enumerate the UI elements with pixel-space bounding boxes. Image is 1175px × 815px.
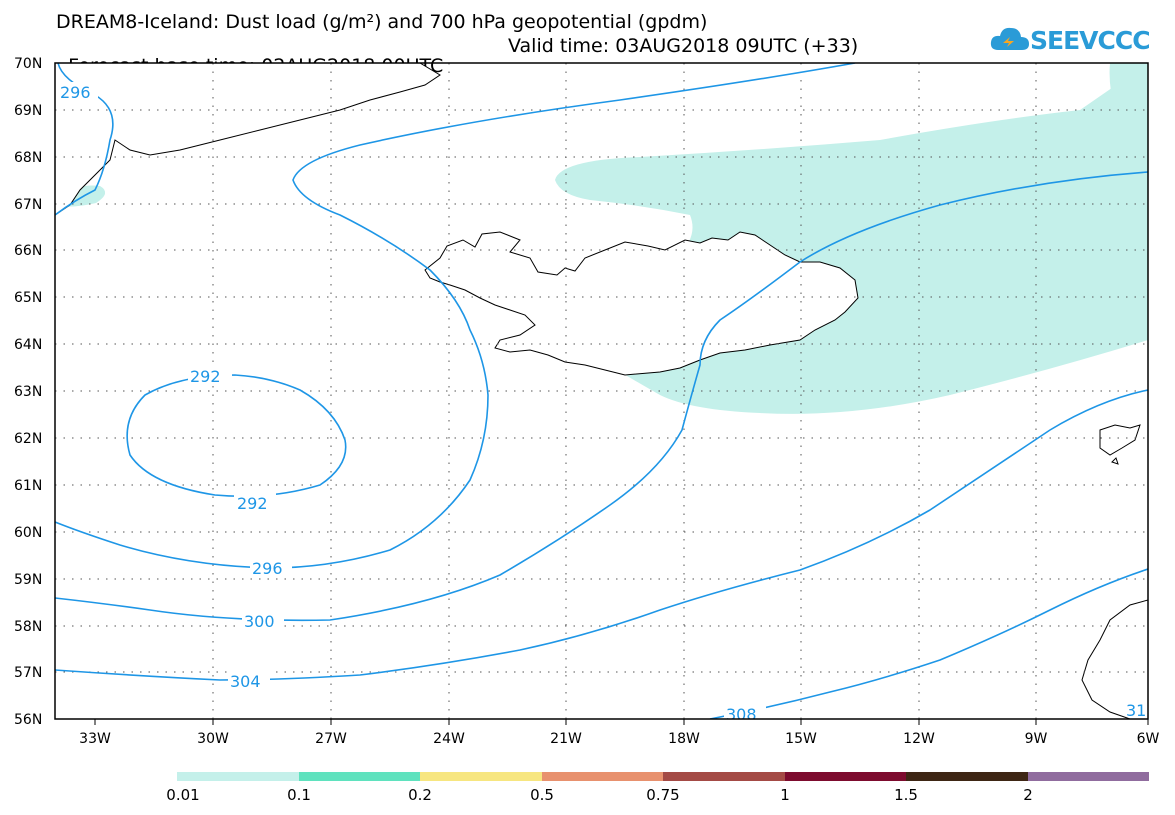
colorbar-label: 0.2 [408,786,432,804]
lon-label: 33W [79,731,111,747]
colorbar-label: 0.1 [287,786,311,804]
map-frame [54,62,1149,720]
contour-label: 300 [244,612,275,631]
lon-label: 27W [315,731,347,747]
contour-label: 31 [1126,701,1146,720]
contour-label: 308 [726,705,757,724]
colorbar-segment [299,772,420,781]
colorbar-segment [663,772,785,781]
lat-label: 64N [14,337,42,353]
contour-292 [126,374,347,498]
lat-label: 61N [14,478,42,494]
lat-label: 57N [14,665,42,681]
latitude-labels: 70N 69N 68N 67N 66N 65N 64N 63N 62N 61N … [14,56,42,728]
gridlines [55,63,1148,719]
lat-label: 63N [14,384,42,400]
colorbar-label: 1.5 [894,786,918,804]
colorbar-segment [785,772,906,781]
lat-label: 60N [14,525,42,541]
greenland-coastline [55,63,441,216]
colorbar-label: 0.75 [646,786,680,804]
lon-label: 18W [668,731,700,747]
contour-label: 296 [60,83,91,102]
colorbar-label: 0.5 [530,786,554,804]
seevccc-logo: SEEVCCC [990,22,1160,58]
contour-label: 292 [237,494,268,513]
small-island [1111,457,1119,465]
faroe-islands [1099,424,1141,456]
scotland-coastline [1081,599,1148,719]
lat-label: 56N [14,712,42,728]
longitude-labels: 33W 30W 27W 24W 21W 18W 15W 12W 9W 6W [79,731,1159,747]
contour-label: 304 [230,672,261,691]
lat-label: 66N [14,243,42,259]
colorbar-segment [420,772,542,781]
contour-label: 292 [190,367,221,386]
valid-time: Valid time: 03AUG2018 09UTC (+33) [508,35,859,57]
colorbar-label: 2 [1023,786,1033,804]
lon-label: 9W [1025,731,1048,747]
colorbar [177,772,1149,781]
colorbar-segment [906,772,1028,781]
map-plot-area: 296 292 292 296 300 304 308 31 [55,63,1148,724]
lat-label: 67N [14,197,42,213]
colorbar-segment [1028,772,1149,781]
lon-label: 12W [903,731,935,747]
lon-label: 6W [1137,731,1160,747]
iceland-coastline [424,231,859,376]
lat-label: 70N [14,56,42,72]
lat-label: 65N [14,290,42,306]
colorbar-segment [542,772,663,781]
logo-text: SEEVCCC [1030,26,1151,55]
tick-marks [94,719,1149,725]
contour-label: 296 [252,559,283,578]
colorbar-label: 1 [780,786,790,804]
lat-label: 68N [14,150,42,166]
colorbar-segment [177,772,299,781]
contour-308 [709,568,1148,719]
lon-label: 30W [197,731,229,747]
contour-labels: 296 292 292 296 300 304 308 31 [58,82,1146,724]
lon-label: 15W [785,731,817,747]
cloud-icon [990,27,1029,50]
lat-label: 58N [14,619,42,635]
lat-label: 59N [14,572,42,588]
colorbar-label: 0.01 [166,786,200,804]
lon-label: 24W [433,731,465,747]
map-title: DREAM8-Iceland: Dust load (g/m²) and 700… [56,11,708,33]
lat-label: 62N [14,431,42,447]
lat-label: 69N [14,103,42,119]
contour-304 [55,389,1148,681]
lon-label: 21W [550,731,582,747]
dust-region-low-corner [1109,63,1148,150]
